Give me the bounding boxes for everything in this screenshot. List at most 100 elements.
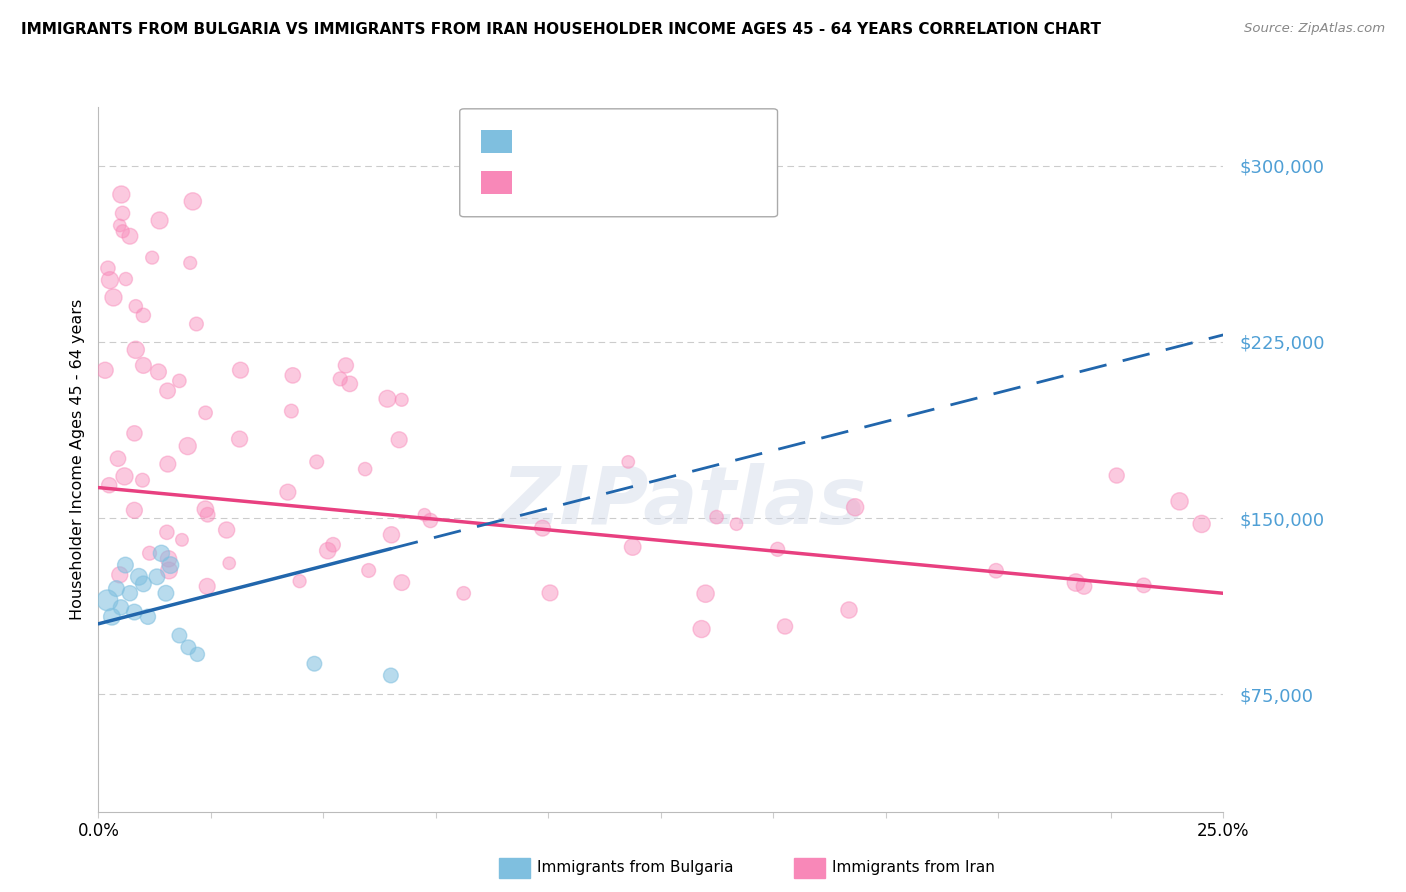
Point — [194, 406, 217, 420]
Text: Immigrants from Iran: Immigrants from Iran — [832, 861, 995, 875]
Point — [132, 359, 155, 373]
Point — [155, 586, 177, 600]
Point — [114, 558, 136, 573]
Point — [96, 593, 118, 607]
Point — [157, 551, 180, 566]
Point — [766, 542, 789, 557]
Point — [105, 582, 128, 596]
Point — [101, 609, 124, 624]
Point — [138, 546, 160, 560]
Point — [107, 451, 129, 466]
Point — [380, 668, 402, 682]
Point — [1064, 575, 1087, 590]
Point — [156, 384, 179, 398]
Point — [773, 619, 796, 633]
Point — [111, 206, 134, 220]
Point — [413, 508, 436, 522]
Point — [354, 462, 377, 476]
Point — [94, 363, 117, 377]
Point — [118, 229, 141, 244]
Point — [131, 473, 153, 487]
Point — [391, 575, 413, 590]
Point — [316, 543, 339, 558]
Point — [115, 272, 138, 286]
Point — [177, 439, 200, 453]
Point — [218, 556, 240, 570]
Point — [118, 586, 141, 600]
Text: ZIPatlas: ZIPatlas — [501, 463, 866, 541]
Point — [304, 657, 326, 671]
Point — [98, 273, 121, 287]
Point — [110, 600, 132, 615]
Point — [177, 640, 200, 655]
Point — [538, 586, 561, 600]
Point — [1073, 579, 1095, 593]
Point — [156, 525, 179, 540]
Text: 19: 19 — [659, 133, 683, 151]
Text: -0.251: -0.251 — [561, 174, 623, 192]
Point — [169, 374, 191, 388]
Point — [1132, 578, 1154, 592]
Point — [186, 317, 208, 331]
Point — [281, 368, 304, 383]
Point — [388, 433, 411, 447]
Point — [277, 485, 299, 500]
Point — [132, 309, 155, 323]
Point — [97, 261, 120, 276]
Point — [110, 187, 132, 202]
Point — [149, 213, 172, 227]
Y-axis label: Householder Income Ages 45 - 64 years: Householder Income Ages 45 - 64 years — [69, 299, 84, 620]
Point — [357, 564, 380, 578]
Point — [339, 376, 361, 391]
Point — [844, 500, 866, 515]
Point — [197, 508, 219, 522]
Point — [725, 517, 748, 532]
Point — [280, 404, 302, 418]
Point — [195, 579, 218, 593]
Point — [695, 587, 717, 601]
Point — [98, 478, 121, 492]
Point — [150, 546, 173, 560]
Point — [181, 194, 204, 209]
Point — [453, 586, 475, 600]
Point — [132, 577, 155, 591]
Point — [141, 251, 163, 265]
Point — [159, 558, 181, 573]
Point — [1105, 468, 1128, 483]
Text: N =: N = — [621, 133, 661, 151]
Point — [108, 567, 131, 582]
Point — [322, 538, 344, 552]
Point — [690, 622, 713, 636]
Point — [706, 510, 728, 524]
Point — [111, 224, 134, 238]
Point — [1168, 494, 1191, 508]
Text: IMMIGRANTS FROM BULGARIA VS IMMIGRANTS FROM IRAN HOUSEHOLDER INCOME AGES 45 - 64: IMMIGRANTS FROM BULGARIA VS IMMIGRANTS F… — [21, 22, 1101, 37]
Point — [125, 343, 148, 357]
Point — [617, 455, 640, 469]
Point — [288, 574, 311, 589]
Point — [169, 628, 191, 642]
Point — [305, 455, 328, 469]
Point — [229, 363, 252, 377]
Point — [228, 432, 250, 446]
Point — [136, 609, 159, 624]
Point — [391, 392, 413, 407]
Point — [329, 372, 352, 386]
Point — [125, 299, 148, 313]
Text: R =: R = — [523, 174, 561, 192]
Point — [103, 290, 125, 304]
Point — [194, 502, 217, 516]
Point — [984, 564, 1007, 578]
Point — [108, 219, 131, 233]
Text: R =: R = — [523, 133, 561, 151]
Text: 83: 83 — [659, 174, 683, 192]
Point — [124, 426, 146, 441]
Point — [621, 540, 644, 554]
Text: 0.226: 0.226 — [561, 133, 616, 151]
Point — [179, 256, 201, 270]
Point — [128, 570, 150, 584]
Point — [838, 603, 860, 617]
Point — [215, 523, 238, 537]
Point — [186, 648, 208, 662]
Text: N =: N = — [621, 174, 661, 192]
